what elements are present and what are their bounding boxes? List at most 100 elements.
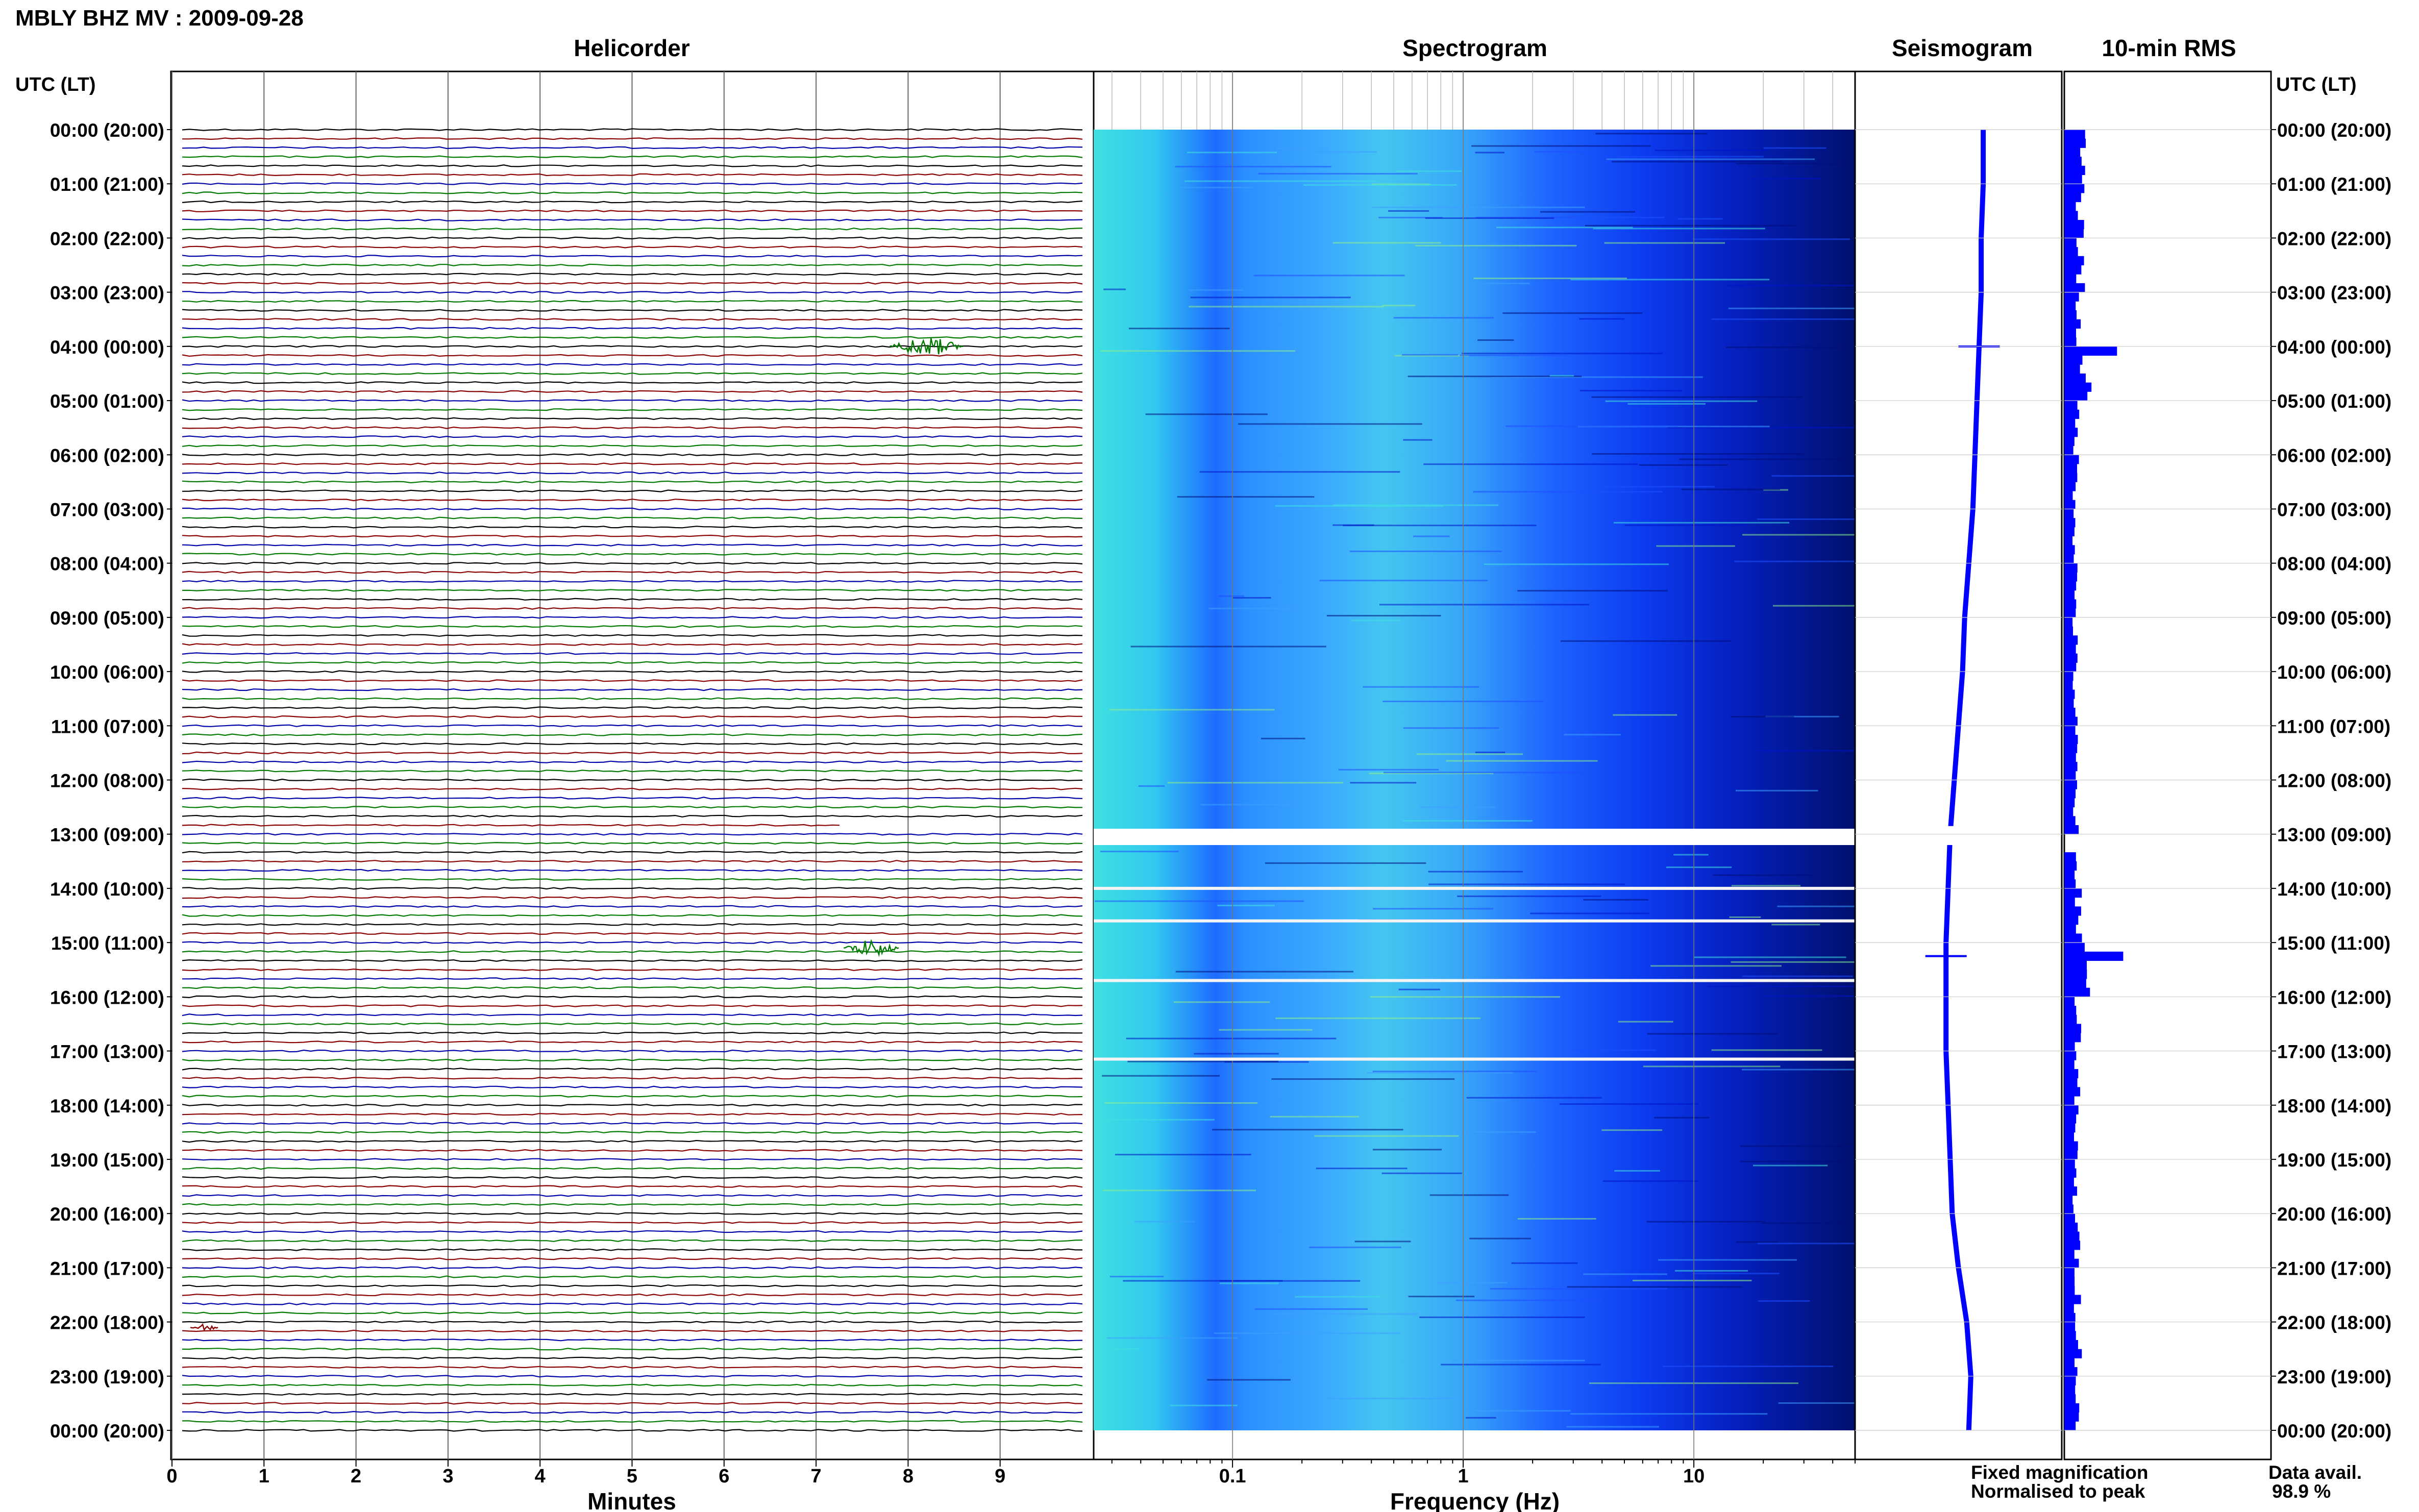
helicorder-trace — [182, 236, 1083, 240]
spectrogram-streak — [1382, 305, 1416, 307]
spectrogram-streak — [1379, 604, 1590, 606]
rms-bar — [2064, 346, 2117, 356]
minute-tick-label: 3 — [442, 1466, 453, 1487]
spectrogram-streak — [1212, 1129, 1403, 1131]
rms-bar — [2064, 635, 2078, 645]
helicorder-trace — [182, 760, 1083, 763]
spectrogram-streak — [1602, 486, 1715, 488]
helicorder-trace — [182, 778, 1083, 782]
rms-bar — [2064, 1060, 2075, 1070]
spectrogram-streak — [1483, 282, 1530, 284]
helicorder-trace — [182, 1068, 1083, 1071]
time-tick-right: 03:00 (23:00) — [2277, 283, 2391, 304]
rms-bar — [2064, 1186, 2078, 1196]
rms-bar — [2064, 1268, 2075, 1277]
rms-bar — [2064, 1403, 2080, 1413]
time-tick-right: 21:00 (17:00) — [2277, 1258, 2391, 1279]
spectrogram-streak — [1647, 1033, 1778, 1035]
rms-bar — [2064, 1195, 2073, 1205]
spectrogram-streak — [1656, 545, 1735, 547]
spectrogram-streak — [1372, 206, 1585, 208]
minute-tick-label: 6 — [719, 1466, 729, 1487]
spectrogram-streak — [1655, 150, 1769, 152]
rms-bar — [2064, 184, 2085, 193]
helicorder-trace — [182, 1230, 1083, 1233]
helicorder-trace — [182, 733, 1083, 736]
rms-bar — [2064, 1204, 2074, 1214]
spectrogram-streak — [1265, 862, 1426, 864]
spectrogram-streak — [1473, 277, 1627, 279]
helicorder-trace — [182, 598, 1083, 601]
helicorder-trace — [182, 561, 1083, 565]
spectrogram-streak — [1194, 1053, 1279, 1055]
helicorder-trace — [182, 724, 1083, 727]
helicorder-trace — [182, 507, 1083, 511]
spectrogram-streak — [1627, 403, 1706, 405]
spectrogram-streak — [1751, 178, 1821, 180]
spectrogram-streak — [1727, 285, 1855, 287]
helicorder-trace — [182, 155, 1083, 158]
spectrogram-streak — [1351, 619, 1401, 622]
spectrogram-streak — [1425, 217, 1554, 219]
spectrogram-streak — [1654, 1117, 1710, 1119]
spectrogram-streak — [1189, 289, 1244, 291]
rms-bar — [2064, 716, 2078, 726]
rms-bar — [2064, 1376, 2076, 1385]
rms-bar — [2064, 771, 2076, 780]
time-tick-right: 05:00 (01:00) — [2277, 391, 2391, 412]
time-tick-left: 21:00 (17:00) — [50, 1258, 164, 1279]
time-tick-right: 01:00 (21:00) — [2277, 174, 2391, 195]
rms-bar — [2064, 165, 2085, 176]
spectrogram-streak — [1605, 400, 1758, 402]
spectrogram-streak — [1369, 773, 1494, 775]
time-tick-right: 20:00 (16:00) — [2277, 1204, 2391, 1225]
spectrogram-streak — [1679, 458, 1855, 460]
rms-bar — [2064, 373, 2086, 383]
helicorder-trace — [182, 995, 1083, 999]
rms-bar — [2064, 247, 2078, 257]
helicorder-trace — [182, 1356, 1082, 1360]
rms-bar — [2064, 1241, 2081, 1250]
rms-bar — [2064, 1277, 2075, 1286]
helicorder-trace — [182, 625, 1083, 628]
rms-bar — [2064, 861, 2077, 871]
rms-bar — [2064, 211, 2078, 220]
time-tick-left: 13:00 (09:00) — [50, 825, 164, 846]
spectrogram-streak — [1643, 1065, 1781, 1068]
rms-bar — [2064, 906, 2081, 916]
spectrogram-streak — [1420, 806, 1496, 808]
seismogram-title: Seismogram — [1892, 35, 2033, 61]
spectrogram-streak — [1367, 1072, 1513, 1074]
spectrogram-streak — [1460, 354, 1571, 356]
helicorder-trace — [182, 471, 1082, 475]
rms-bar — [2064, 1331, 2076, 1341]
helicorder-trace — [182, 580, 1083, 583]
rms-bar — [2064, 1421, 2076, 1431]
spectrogram-streak — [1646, 1221, 1766, 1223]
helicorder-trace — [182, 255, 1083, 258]
helicorder-trace — [182, 1366, 1083, 1369]
helicorder-trace — [182, 1347, 1083, 1351]
helicorder-trace — [182, 526, 1083, 529]
spectrogram-streak — [1614, 1170, 1660, 1172]
rms-bar — [2064, 1087, 2081, 1097]
spectrogram-streak — [1446, 760, 1598, 762]
rms-bar — [2064, 734, 2078, 745]
time-tick-right: 09:00 (05:00) — [2277, 608, 2391, 629]
spectrogram-streak — [1675, 1270, 1748, 1272]
spectrogram-streak — [1741, 1069, 1855, 1071]
helicorder-trace — [182, 968, 1083, 971]
spectrogram-streak — [1601, 1129, 1663, 1131]
helicorder-trace — [182, 1112, 1083, 1116]
spectrogram-streak — [1765, 715, 1839, 717]
spectrogram-streak — [1413, 535, 1450, 537]
rms-title: 10-min RMS — [2102, 35, 2236, 61]
spectrogram-streak — [1668, 427, 1855, 429]
figure-title: MBLY BHZ MV : 2009-09-28 — [15, 6, 304, 31]
spectrogram-streak — [1736, 1241, 1778, 1243]
spectrogram-title: Spectrogram — [1402, 35, 1547, 61]
time-tick-right: 11:00 (07:00) — [2277, 716, 2390, 737]
spectrogram-streak — [1295, 1296, 1381, 1298]
time-tick-left: 00:00 (20:00) — [50, 1421, 164, 1442]
spectrogram-streak — [1363, 686, 1479, 688]
